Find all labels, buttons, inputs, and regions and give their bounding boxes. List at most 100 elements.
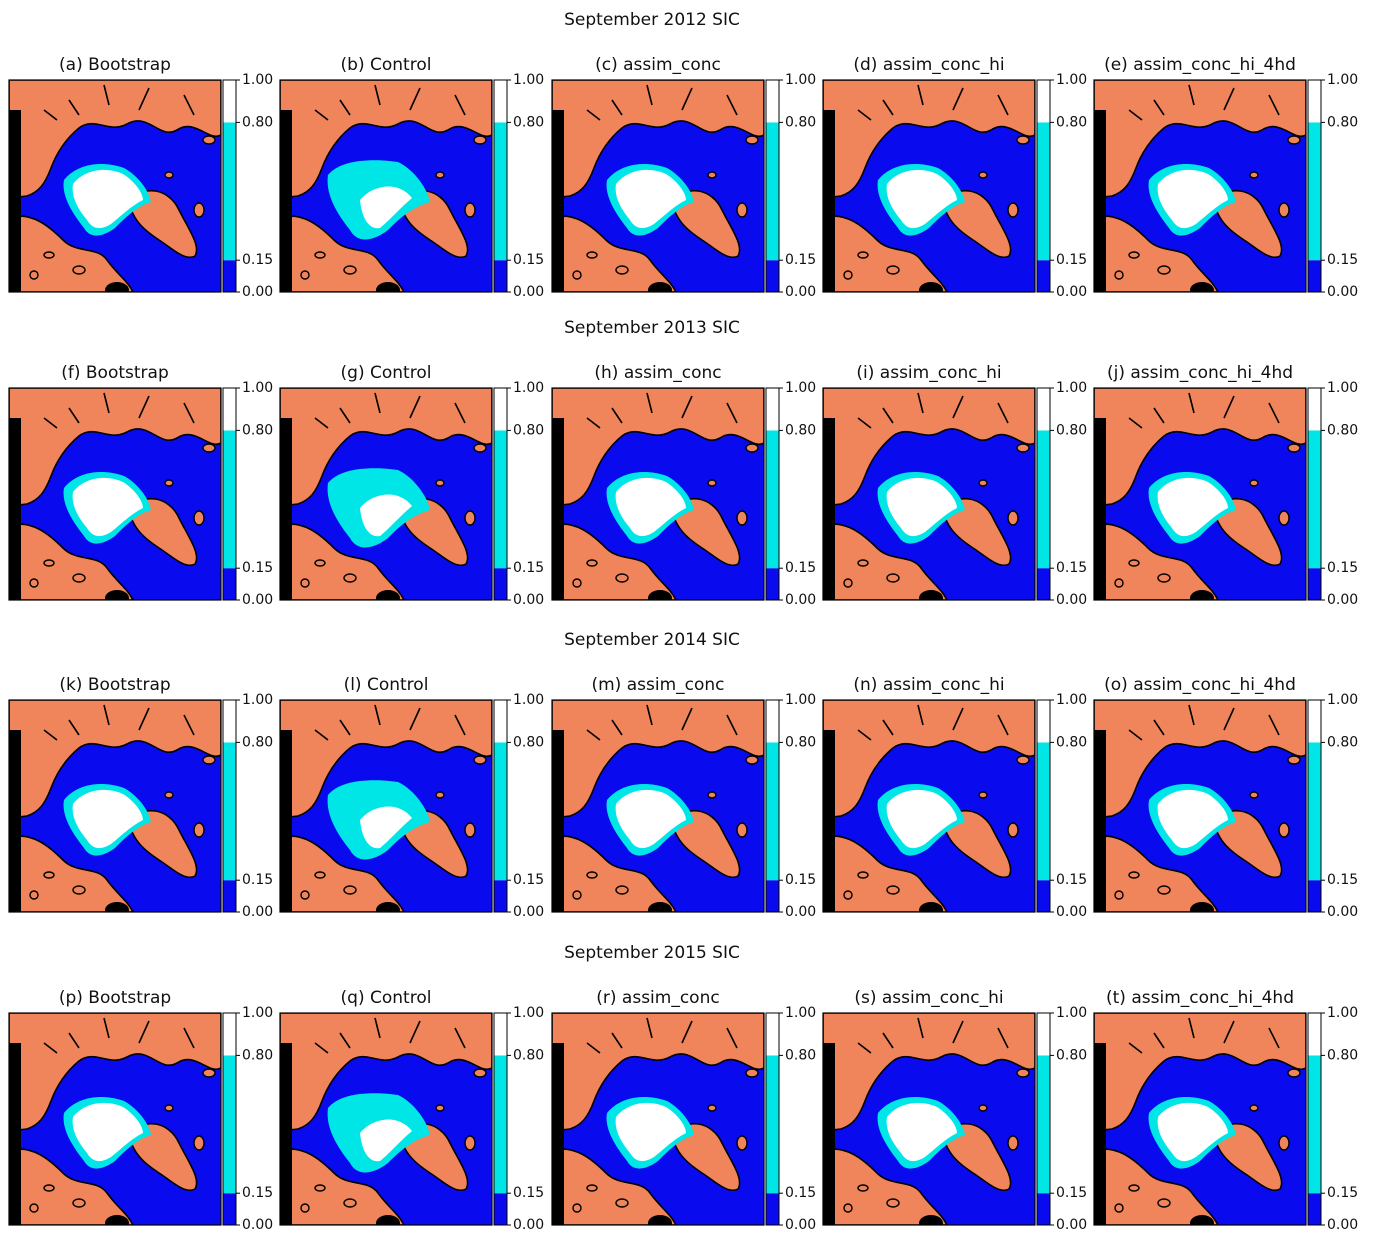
colorbar-band	[1308, 1193, 1321, 1225]
ice-pack	[72, 789, 143, 849]
land	[552, 388, 764, 507]
land	[942, 497, 1012, 567]
ice-pack	[615, 477, 686, 537]
colorbar-tick-label: 0.00	[785, 904, 816, 920]
ice-pack	[1157, 477, 1228, 537]
land	[9, 388, 221, 507]
ice-pack	[615, 789, 686, 849]
map-frame	[279, 387, 493, 601]
island	[202, 755, 216, 765]
colorbar-frame	[1307, 79, 1322, 293]
island	[736, 822, 748, 838]
island	[300, 890, 310, 900]
map	[823, 80, 1035, 292]
land-black	[280, 418, 292, 600]
colorbar-tick-label: 1.00	[785, 380, 816, 396]
colorbar-band	[223, 880, 236, 912]
island	[615, 265, 629, 275]
colorbar-band	[1037, 568, 1050, 600]
land	[128, 809, 198, 879]
island	[1007, 822, 1019, 838]
coastline	[857, 704, 1009, 741]
colorbar-tick-label: 0.15	[1327, 872, 1358, 888]
island	[857, 871, 869, 879]
colorbar-band	[223, 568, 236, 600]
land	[280, 215, 405, 292]
island	[1016, 135, 1030, 145]
colorbar-frame	[493, 699, 508, 913]
island	[193, 202, 205, 218]
ice-pack	[72, 1102, 143, 1162]
colorbar-tick-label: 0.80	[242, 1047, 273, 1063]
island	[886, 885, 900, 895]
island	[745, 755, 759, 765]
row-title: September 2012 SIC	[564, 10, 740, 30]
colorbar-band	[1037, 1193, 1050, 1225]
colorbar-frame	[765, 387, 780, 601]
colorbar-band	[223, 388, 236, 431]
colorbar-band	[766, 700, 779, 743]
island	[1249, 479, 1259, 487]
colorbar-frame	[493, 79, 508, 293]
island	[857, 251, 869, 259]
colorbar-tick-label: 0.15	[242, 560, 273, 576]
panel-label: (e) assim_conc_hi_4hd	[1104, 55, 1296, 75]
panel-label: (k) Bootstrap	[59, 675, 170, 695]
island	[343, 1198, 357, 1208]
colorbar-tick-label: 1.00	[513, 72, 544, 88]
island	[1007, 510, 1019, 526]
colorbar-tick-label: 1.00	[513, 692, 544, 708]
colorbar-tick-label: 1.00	[1056, 72, 1087, 88]
colorbar-band	[223, 1013, 236, 1056]
island	[857, 559, 869, 567]
coastline	[43, 84, 195, 121]
colorbar-tick-label: 0.80	[513, 114, 544, 130]
colorbar-tick-label: 0.80	[785, 422, 816, 438]
map	[823, 1013, 1035, 1225]
map-frame	[822, 387, 1036, 601]
panel-label: (r) assim_conc	[596, 988, 719, 1008]
island	[435, 171, 445, 179]
island	[1287, 135, 1301, 145]
island	[1114, 1203, 1124, 1213]
panel-label: (f) Bootstrap	[61, 363, 169, 383]
colorbar-band	[1308, 1055, 1321, 1194]
colorbar-band	[1308, 430, 1321, 569]
land	[942, 189, 1012, 259]
colorbar-band	[1037, 1055, 1050, 1194]
coastline	[586, 704, 738, 741]
land	[671, 1122, 741, 1192]
land-black	[280, 1043, 292, 1225]
land-black	[280, 730, 292, 912]
land-black	[1094, 110, 1106, 292]
island	[164, 479, 174, 487]
land	[1213, 189, 1283, 259]
island	[707, 791, 717, 799]
colorbar-band	[1037, 388, 1050, 431]
land-black	[105, 1215, 129, 1225]
island	[435, 479, 445, 487]
panel-label: (p) Bootstrap	[59, 988, 171, 1008]
island	[586, 871, 598, 879]
colorbar-tick-label: 0.80	[1056, 114, 1087, 130]
colorbar-tick-label: 0.15	[785, 560, 816, 576]
coastline	[43, 392, 195, 429]
land	[552, 523, 677, 600]
colorbar-band	[766, 742, 779, 881]
colorbar-tick-label: 0.00	[242, 904, 273, 920]
coastline	[857, 84, 1009, 121]
colorbar-frame	[493, 387, 508, 601]
ice-pack	[615, 169, 686, 229]
colorbar-frame	[222, 387, 237, 601]
map	[280, 1013, 492, 1225]
ice-pack	[360, 494, 412, 537]
land	[942, 1122, 1012, 1192]
land	[1094, 700, 1306, 819]
land	[280, 1013, 492, 1132]
island	[193, 510, 205, 526]
ice-pack	[615, 1102, 686, 1162]
panel-label: (q) Control	[341, 988, 432, 1008]
map	[552, 700, 764, 912]
colorbar-band	[766, 80, 779, 123]
